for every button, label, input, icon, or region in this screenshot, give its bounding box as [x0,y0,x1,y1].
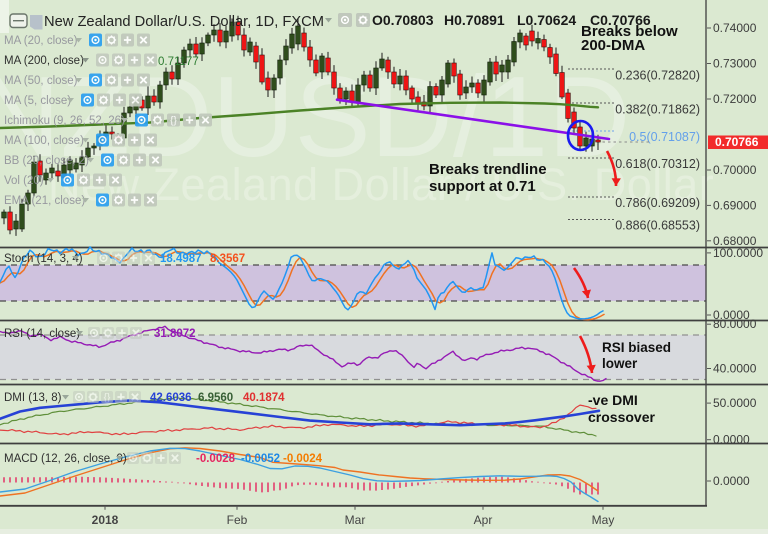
svg-text:-0.0028: -0.0028 [196,453,236,465]
svg-text:Mar: Mar [345,513,366,527]
svg-text:support at 0.71: support at 0.71 [429,178,536,195]
svg-text:0.72000: 0.72000 [713,92,757,106]
svg-text:-0.0052: -0.0052 [241,453,280,465]
svg-text:Stoch (14, 3, 4): Stoch (14, 3, 4) [4,253,83,265]
svg-text:0.0000: 0.0000 [713,433,750,447]
svg-text:-ve DMI: -ve DMI [588,392,638,408]
svg-text:0.886(0.68553): 0.886(0.68553) [615,219,700,233]
svg-text:Breaks below: Breaks below [581,23,678,40]
svg-text:0.74000: 0.74000 [713,21,757,35]
svg-text:EMA (21, close): EMA (21, close) [4,195,85,207]
svg-text:{}: {} [104,393,111,404]
svg-text:Apr: Apr [474,513,493,527]
svg-text:100.0000: 100.0000 [713,246,763,260]
svg-text:New Zealand Dollar / U.S. Doll: New Zealand Dollar / U.S. Dollar [48,159,714,210]
svg-text:MACD (12, 26, close, 9): MACD (12, 26, close, 9) [4,453,127,465]
svg-text:0.0000: 0.0000 [713,308,750,322]
svg-text:MA (20, close): MA (20, close) [4,35,78,47]
svg-text:O0.70803: O0.70803 [372,12,434,28]
svg-text:18.4987: 18.4987 [160,253,202,265]
svg-text:H0.70891: H0.70891 [444,12,505,28]
svg-text:0.382(0.71862): 0.382(0.71862) [615,103,700,117]
svg-text:80.0000: 80.0000 [713,317,757,331]
svg-text:0.70766: 0.70766 [715,135,759,149]
svg-text:0.236(0.72820): 0.236(0.72820) [615,69,700,83]
svg-text:50.0000: 50.0000 [713,396,757,410]
svg-text:May: May [592,513,615,527]
svg-text:42.6036: 42.6036 [150,392,192,404]
svg-text:MA (100, close): MA (100, close) [4,135,84,147]
svg-text:8.3567: 8.3567 [210,253,245,265]
svg-text:crossover: crossover [588,409,655,425]
svg-text:MA (50, close): MA (50, close) [4,75,78,87]
svg-text:{}: {} [170,116,177,127]
svg-text:Breaks trendline: Breaks trendline [429,161,547,178]
svg-text:0.0000: 0.0000 [713,474,750,488]
svg-text:L0.70624: L0.70624 [517,12,576,28]
svg-text:Vol (20): Vol (20) [4,175,44,187]
svg-text:0.70000: 0.70000 [713,163,757,177]
svg-text:0.618(0.70312): 0.618(0.70312) [615,157,700,171]
svg-text:-0.0024: -0.0024 [283,453,323,465]
svg-text:40.1874: 40.1874 [243,392,285,404]
svg-text:0.73000: 0.73000 [713,57,757,71]
svg-text:0.68000: 0.68000 [713,234,757,248]
svg-text:C0.70766: C0.70766 [590,12,651,28]
svg-text:RSI (14, close): RSI (14, close) [4,328,80,340]
svg-text:200-DMA: 200-DMA [581,37,645,54]
svg-text:New Zealand Dollar/U.S. Dollar: New Zealand Dollar/U.S. Dollar, 1D, FXCM [44,14,324,30]
svg-text:Feb: Feb [227,513,248,527]
svg-text:MA (200, close): MA (200, close) [4,55,84,67]
svg-text:0.5(0.71087): 0.5(0.71087) [629,130,700,144]
svg-text:DMI (13, 8): DMI (13, 8) [4,392,62,404]
svg-text:0.786(0.69209): 0.786(0.69209) [615,196,700,210]
svg-text:0.69000: 0.69000 [713,198,757,212]
svg-text:RSI biased: RSI biased [602,340,671,355]
svg-text:BB (20, close, 2): BB (20, close, 2) [4,155,89,167]
svg-text:MA (5, close): MA (5, close) [4,95,71,107]
svg-text:lower: lower [602,356,638,371]
svg-text:6.9560: 6.9560 [198,392,233,404]
svg-text:Ichimoku (9, 26, 52, 26): Ichimoku (9, 26, 52, 26) [4,115,125,127]
svg-text:0.71177: 0.71177 [158,56,199,68]
svg-text:2018: 2018 [92,513,119,527]
svg-text:40.0000: 40.0000 [713,362,757,376]
svg-text:31.8072: 31.8072 [154,328,196,340]
